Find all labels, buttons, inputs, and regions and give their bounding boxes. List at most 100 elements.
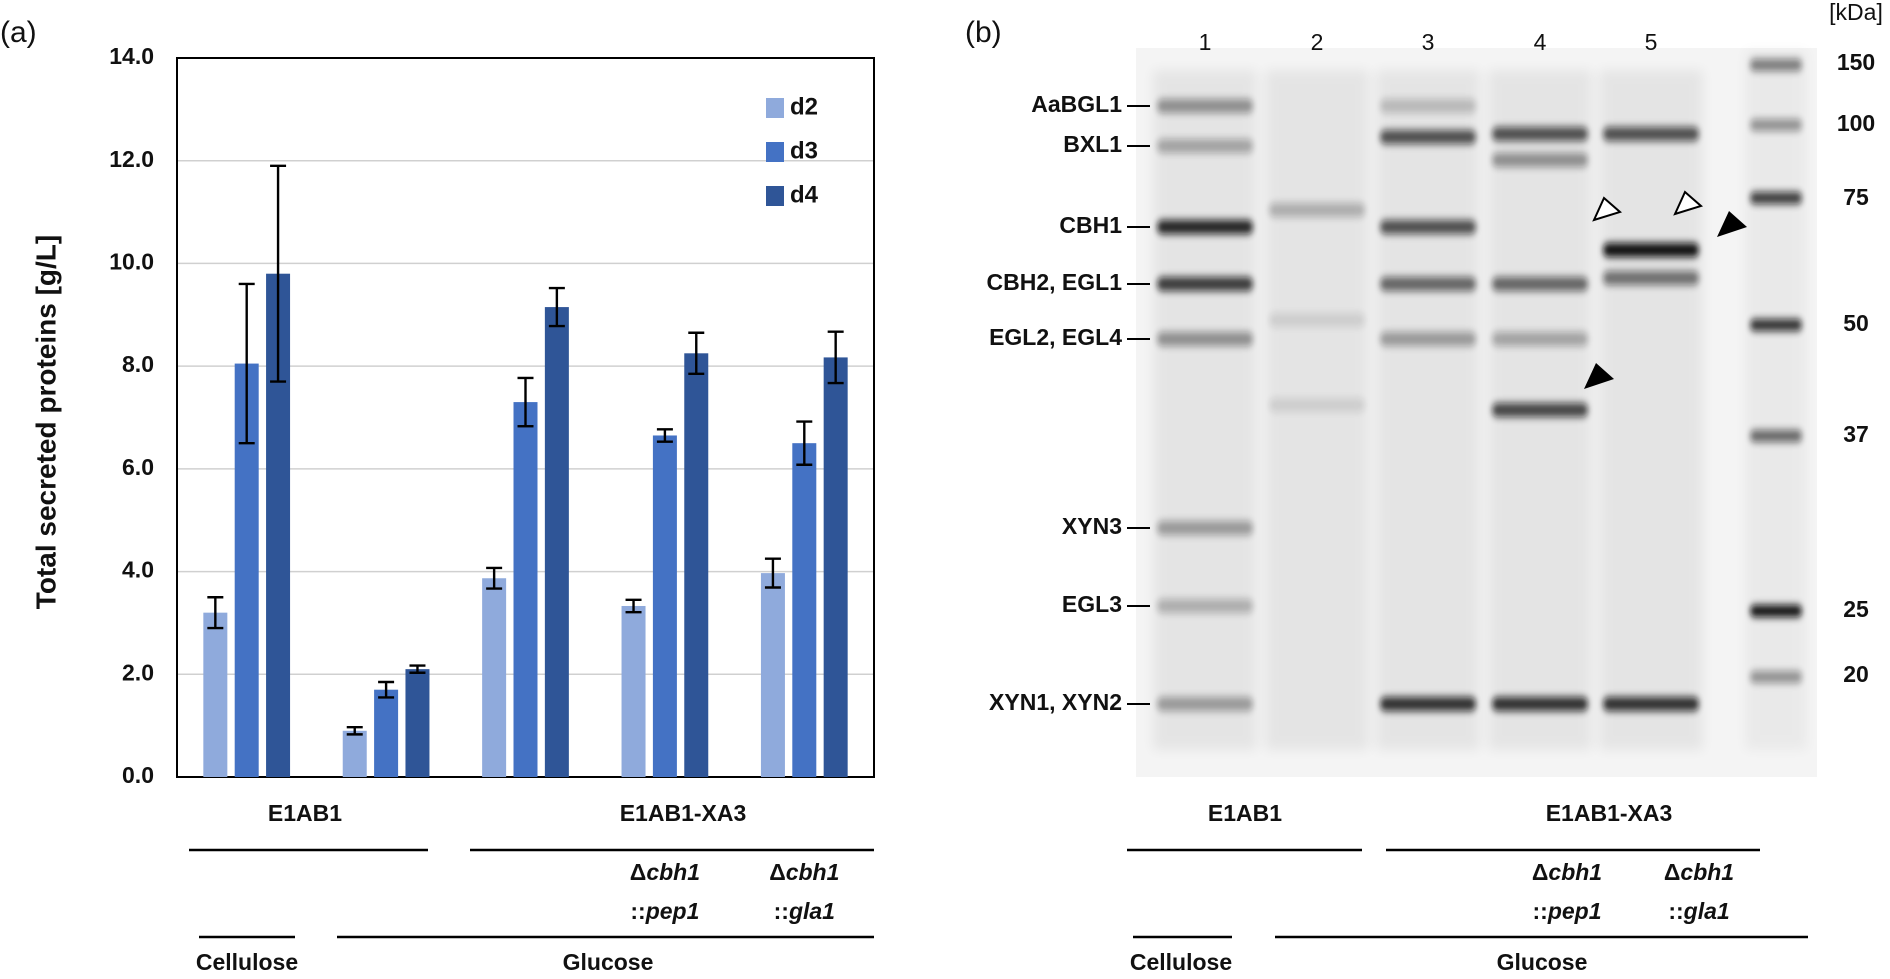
mutant-part: Δ: [1532, 859, 1549, 885]
mutant-part: cbh1: [1680, 859, 1734, 885]
mutant-part: Δ: [1664, 859, 1681, 885]
error-bar: [656, 428, 673, 443]
lane-number: 3: [1422, 29, 1435, 55]
mutant-label: ::gla1: [1668, 898, 1729, 924]
bar: [203, 612, 228, 777]
panel-label: (a): [0, 16, 37, 49]
mutant-part: cbh1: [646, 859, 700, 885]
error-bar: [764, 557, 781, 589]
marker-band: [1750, 605, 1802, 617]
mutant-part: cbh1: [1548, 859, 1602, 885]
bar: [652, 435, 677, 777]
error-bar: [796, 420, 813, 466]
y-tick-label: 0.0: [122, 762, 154, 788]
gel-band: [1492, 153, 1588, 167]
marker-band: [1750, 119, 1802, 131]
error-bar: [548, 286, 565, 328]
gel-image: [1136, 48, 1817, 777]
lane-smear: [1153, 70, 1257, 750]
carbon-label: Glucose: [1497, 949, 1588, 975]
mutant-label: Δcbh1: [1664, 859, 1734, 885]
error-bar: [827, 330, 844, 385]
mutant-part: ::: [774, 898, 789, 924]
mutant-label: Δcbh1: [1532, 859, 1602, 885]
bar: [760, 573, 785, 777]
marker-label: 100: [1837, 110, 1875, 136]
bar: [482, 578, 507, 777]
protein-label: AaBGL1: [1031, 91, 1122, 117]
protein-label: BXL1: [1063, 131, 1122, 157]
marker-label: 50: [1843, 310, 1869, 336]
gel-band: [1157, 697, 1253, 711]
gel-band: [1492, 332, 1588, 346]
error-bar: [409, 664, 426, 674]
error-bar: [238, 282, 255, 445]
bar: [792, 443, 817, 777]
strain-label: E1AB1-XA3: [620, 800, 747, 826]
arrowhead-filled: [1717, 211, 1747, 237]
marker-band: [1750, 430, 1802, 442]
marker-band: [1750, 59, 1802, 71]
marker-label: 150: [1837, 49, 1875, 75]
strain-label: E1AB1: [1208, 800, 1282, 826]
mutant-part: Δ: [630, 859, 647, 885]
gel-band: [1492, 697, 1588, 711]
protein-label: CBH2, EGL1: [987, 269, 1123, 295]
bar: [684, 353, 709, 777]
marker-label: 37: [1843, 421, 1869, 447]
y-tick-label: 2.0: [122, 659, 154, 685]
gel-band: [1269, 398, 1365, 412]
panel-label: (b): [965, 16, 1002, 49]
gel-band: [1492, 403, 1588, 417]
error-bar: [207, 596, 224, 630]
y-tick-label: 4.0: [122, 557, 154, 583]
bar: [513, 402, 538, 777]
protein-label: CBH1: [1059, 212, 1122, 238]
strain-label: E1AB1: [268, 800, 342, 826]
gel-band: [1157, 139, 1253, 153]
bar: [342, 730, 367, 777]
y-tick-label: 8.0: [122, 351, 154, 377]
strain-label: E1AB1-XA3: [1546, 800, 1673, 826]
error-bar: [625, 598, 642, 614]
gel-band: [1380, 332, 1476, 346]
marker-band: [1750, 192, 1802, 204]
lane-number: 1: [1199, 29, 1212, 55]
gel-band: [1157, 599, 1253, 613]
gel-band: [1380, 277, 1476, 291]
protein-label: XYN1, XYN2: [989, 689, 1122, 715]
protein-label: EGL2, EGL4: [989, 324, 1122, 350]
marker-band: [1750, 671, 1802, 683]
lane-number: 4: [1534, 29, 1547, 55]
mutant-part: ::: [1532, 898, 1547, 924]
marker-unit: [kDa]: [1829, 0, 1883, 25]
gel-band: [1269, 313, 1365, 327]
gel-band: [1380, 697, 1476, 711]
marker-band: [1750, 319, 1802, 331]
legend-swatch: [766, 186, 784, 206]
mutant-part: Δ: [769, 859, 786, 885]
error-bar: [270, 164, 287, 383]
bar: [544, 307, 569, 777]
y-axis-title: Total secreted proteins [g/L]: [30, 235, 61, 609]
legend-swatch: [766, 142, 784, 162]
bar: [621, 605, 646, 777]
mutant-part: gla1: [788, 898, 835, 924]
marker-label: 75: [1843, 184, 1869, 210]
mutant-part: gla1: [1683, 898, 1730, 924]
legend-swatch: [766, 98, 784, 118]
mutant-part: ::: [1668, 898, 1683, 924]
gel-band: [1492, 127, 1588, 141]
protein-label: XYN3: [1062, 513, 1122, 539]
gel-band: [1269, 203, 1365, 217]
lane-smear: [1745, 50, 1807, 750]
error-bar: [346, 725, 363, 736]
gel-band: [1380, 130, 1476, 144]
gel-band: [1603, 127, 1699, 141]
legend-label: d2: [790, 93, 818, 120]
gel-band: [1492, 277, 1588, 291]
gel-band: [1380, 99, 1476, 113]
mutant-label: ::pep1: [1532, 898, 1601, 924]
y-tick-label: 12.0: [109, 146, 154, 172]
